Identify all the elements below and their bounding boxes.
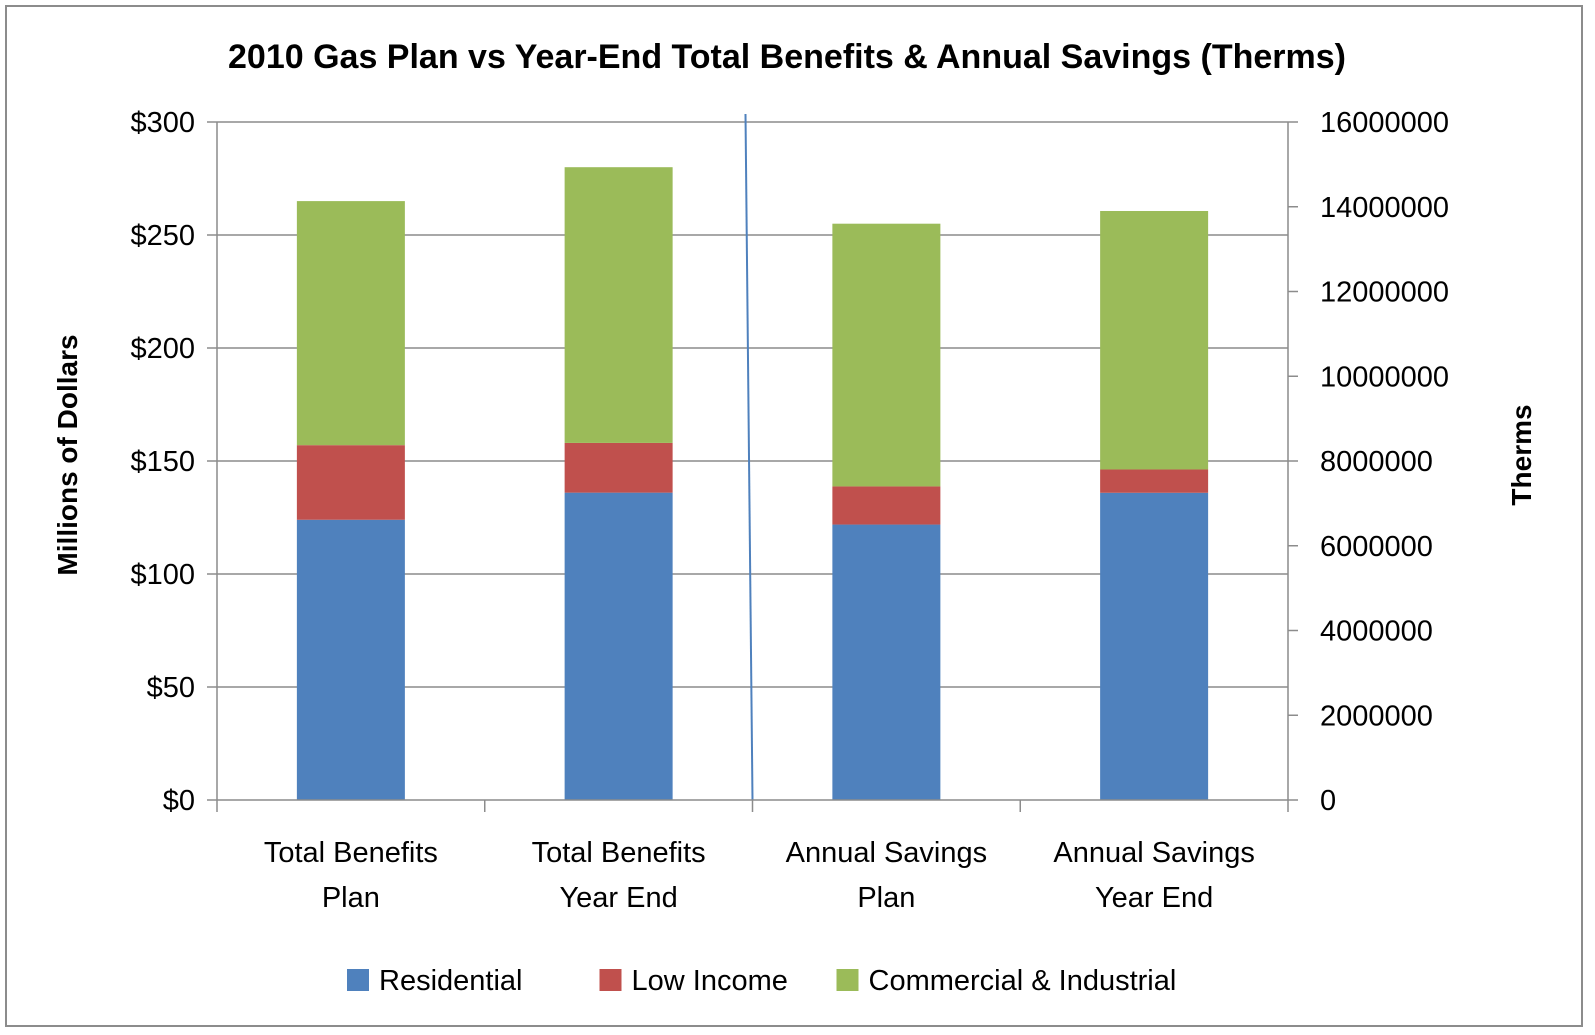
x-tick-label: Annual Savings Year End [1053, 837, 1255, 914]
y-tick-label: $50 [147, 672, 195, 704]
bar-segment [1100, 210, 1209, 470]
bars [296, 113, 1209, 801]
bar-segment [564, 167, 673, 443]
y2-tick-label: 0 [1320, 785, 1336, 817]
y2-tick-label: 8000000 [1320, 446, 1433, 478]
x-tick-label: Annual Savings Plan [786, 837, 988, 914]
y2-tick-label: 10000000 [1320, 361, 1449, 393]
bar-segment [296, 445, 405, 520]
bar-segment [296, 519, 405, 800]
chart-title: 2010 Gas Plan vs Year-End Total Benefits… [228, 38, 1346, 76]
legend-label: Residential [379, 965, 522, 997]
legend: Residential Low Income Commercial & Indust… [347, 965, 1176, 997]
bar-segment [564, 442, 673, 493]
legend-label: Low Income [632, 965, 788, 997]
bar-segment [832, 524, 941, 800]
x-tick-label: Total Benefits Year End [532, 837, 706, 914]
y2-tick-label: 12000000 [1320, 277, 1449, 309]
y-axis-title: Millions of Dollars [52, 334, 83, 575]
x-tick-label: Total Benefits Plan [264, 837, 438, 914]
bar-segment [832, 486, 941, 525]
legend-swatch [599, 969, 622, 991]
legend-swatch [836, 969, 859, 991]
y-tick-label: $100 [130, 559, 195, 591]
bar-segment [1100, 492, 1209, 800]
legend-label: Commercial & Industrial [869, 965, 1177, 997]
bar-segment [1100, 469, 1209, 493]
y-tick-label: $200 [130, 333, 195, 365]
y-tick-label: $0 [163, 785, 195, 817]
bar-segment [564, 492, 673, 800]
y2-tick-label: 6000000 [1320, 531, 1433, 563]
y2-tick-label: 2000000 [1320, 700, 1433, 732]
bar-segment [296, 201, 405, 446]
axes: $0 $50 $100 $150 $200 $250 $300 0 2000000 4000000… [130, 107, 1449, 914]
bar-segment [832, 223, 941, 487]
y2-tick-label: 16000000 [1320, 107, 1449, 139]
y2-tick-label: 14000000 [1320, 192, 1449, 224]
chart-frame [5, 5, 1583, 1027]
y-tick-label: $300 [130, 107, 195, 139]
legend-swatch [347, 969, 369, 991]
y-tick-label: $150 [130, 446, 195, 478]
y-tick-label: $250 [130, 220, 195, 252]
y2-tick-label: 4000000 [1320, 616, 1433, 648]
y2-axis-title: Therms [1506, 404, 1537, 505]
group-divider-line [744, 113, 754, 801]
